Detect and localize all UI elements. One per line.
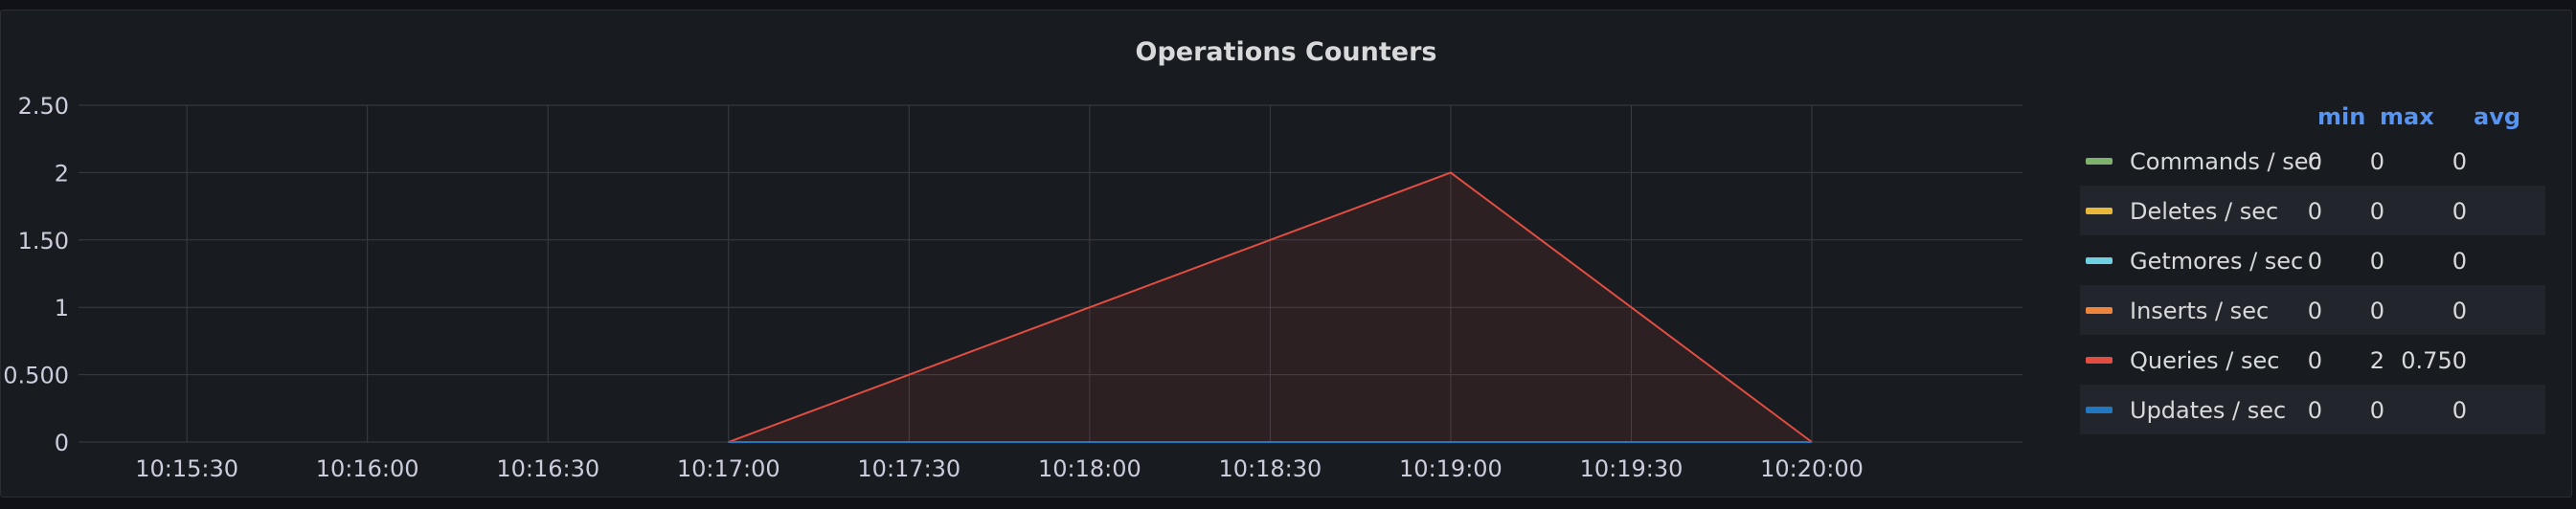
series-color-swatch[interactable] (2086, 158, 2113, 165)
legend-header-min[interactable]: min (2317, 103, 2366, 130)
y-tick-label: 0.500 (3, 363, 69, 389)
series-area (728, 172, 1812, 442)
series-color-swatch[interactable] (2086, 407, 2113, 413)
y-tick-label: 1.50 (18, 228, 69, 254)
legend-header: min max avg (2080, 94, 2545, 136)
legend-row[interactable]: Updates / sec 0 0 0 (2080, 385, 2545, 434)
legend-max-value: 0 (2369, 298, 2384, 324)
x-tick-label: 10:19:30 (1580, 455, 1683, 482)
panel-title[interactable]: Operations Counters (1135, 37, 1437, 67)
chart-panel: Operations Counters (0, 10, 2572, 498)
legend-rows: Commands / sec 0 0 0 Deletes / sec 0 0 0 Getmore… (2080, 136, 2545, 434)
legend-series-name[interactable]: Getmores / sec (2130, 248, 2304, 275)
legend-avg-value: 0.750 (2401, 347, 2467, 374)
legend-row[interactable]: Getmores / sec 0 0 0 (2080, 235, 2545, 285)
x-tick-label: 10:15:30 (135, 455, 238, 482)
series-line (728, 171, 1813, 443)
series-color-swatch[interactable] (2086, 257, 2113, 264)
series-color-swatch[interactable] (2086, 208, 2113, 214)
y-tick-label: 2 (55, 160, 69, 187)
legend-series-name[interactable]: Inserts / sec (2130, 298, 2270, 324)
legend-header-avg[interactable]: avg (2474, 103, 2521, 130)
x-tick-label: 10:17:00 (677, 455, 780, 482)
y-tick-label: 0 (55, 430, 69, 456)
legend-min-value: 0 (2307, 148, 2322, 175)
x-tick-label: 10:16:00 (316, 455, 419, 482)
legend-row[interactable]: Queries / sec 0 2 0.750 (2080, 335, 2545, 385)
series-color-swatch[interactable] (2086, 357, 2113, 364)
series-color-swatch[interactable] (2086, 307, 2113, 314)
legend-avg-value: 0 (2452, 198, 2467, 225)
legend-min-value: 0 (2307, 198, 2322, 225)
x-tick-label: 10:17:30 (857, 455, 960, 482)
legend-min-value: 0 (2307, 397, 2322, 424)
legend-row[interactable]: Commands / sec 0 0 0 (2080, 136, 2545, 186)
legend-table: min max avg Commands / sec 0 0 0 Deletes / s… (2080, 94, 2545, 434)
legend-series-name[interactable]: Updates / sec (2130, 397, 2287, 424)
legend-max-value: 0 (2369, 148, 2384, 175)
x-tick-label: 10:19:00 (1399, 455, 1503, 482)
legend-avg-value: 0 (2452, 148, 2467, 175)
x-tick-label: 10:20:00 (1760, 455, 1864, 482)
legend-avg-value: 0 (2452, 298, 2467, 324)
legend-max-value: 0 (2369, 248, 2384, 275)
legend-min-value: 0 (2307, 298, 2322, 324)
y-tick-label: 2.50 (18, 93, 69, 120)
legend-series-name[interactable]: Commands / sec (2130, 148, 2321, 175)
legend-row[interactable]: Inserts / sec 0 0 0 (2080, 285, 2545, 335)
x-tick-label: 10:18:30 (1218, 455, 1322, 482)
legend-min-value: 0 (2307, 347, 2322, 374)
x-tick-label: 10:16:30 (496, 455, 599, 482)
legend-series-name[interactable]: Deletes / sec (2130, 198, 2279, 225)
legend-max-value: 2 (2369, 347, 2384, 374)
legend-header-max[interactable]: max (2380, 103, 2434, 130)
legend-avg-value: 0 (2452, 397, 2467, 424)
legend-series-name[interactable]: Queries / sec (2130, 347, 2280, 374)
legend-max-value: 0 (2369, 198, 2384, 225)
legend-avg-value: 0 (2452, 248, 2467, 275)
legend-max-value: 0 (2369, 397, 2384, 424)
y-tick-label: 1 (55, 295, 69, 321)
legend-min-value: 0 (2307, 248, 2322, 275)
x-tick-label: 10:18:00 (1038, 455, 1141, 482)
legend-row[interactable]: Deletes / sec 0 0 0 (2080, 186, 2545, 235)
